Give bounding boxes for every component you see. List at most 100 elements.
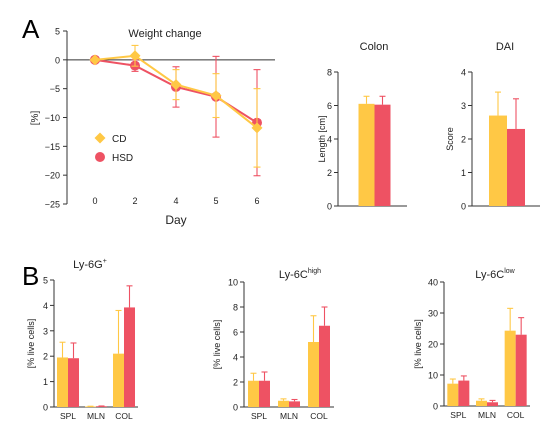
y-tick-label: 2	[233, 378, 238, 388]
x-tick-label: 2	[132, 196, 137, 206]
bar-group-spl	[447, 375, 470, 406]
y-tick-label: 6	[233, 328, 238, 338]
y-tick-label: 10	[228, 278, 238, 288]
y-tick-label: 4	[461, 68, 466, 78]
x-axis-label: Day	[165, 213, 186, 227]
bar-cd	[476, 400, 487, 406]
bar-cd	[278, 400, 289, 407]
bar-hsd	[374, 104, 391, 206]
x-tick-label: MLN	[280, 411, 298, 421]
colon-chart: Colon 0 2 4 6 8 Length [cm]	[317, 41, 407, 212]
bar-hsd	[319, 325, 330, 407]
bar-hsd	[487, 402, 498, 406]
y-tick-label: −15	[45, 142, 60, 152]
bar-group-spl	[57, 341, 79, 407]
bar-hsd	[289, 401, 300, 407]
y-tick-label: 0	[43, 403, 48, 413]
bar-cd	[358, 103, 375, 206]
legend-label-cd: CD	[112, 134, 126, 145]
y-tick-label: 0	[233, 403, 238, 413]
y-tick-label: 0	[55, 55, 60, 65]
dai-chart: DAI 0 1 2 3 4 Score	[445, 41, 540, 212]
y-tick-label: 6	[327, 101, 332, 111]
x-tick-label: MLN	[478, 410, 496, 420]
y-tick-label: 1	[461, 168, 466, 178]
chart-title: Ly-6Clow	[475, 268, 515, 281]
chart-title-main: Ly-6C	[475, 269, 504, 281]
y-tick-label: 8	[327, 68, 332, 78]
bar-cd	[113, 353, 124, 407]
chart-title-superscript: +	[103, 258, 107, 265]
bar-group-col	[308, 306, 330, 407]
y-tick-label: 2	[461, 135, 466, 145]
y-tick-label: −5	[50, 84, 60, 94]
panel-letter-b: B	[22, 261, 39, 291]
bar-hsd	[124, 307, 135, 407]
y-tick-label: 10	[428, 371, 438, 381]
x-tick-label: 6	[254, 196, 259, 206]
bar-hsd	[96, 406, 107, 407]
y-tick-label: −10	[45, 113, 60, 123]
bar-hsd	[507, 128, 525, 206]
panel-letter-a: A	[22, 14, 40, 44]
y-tick-label: 8	[233, 303, 238, 313]
y-tick-label: 30	[428, 309, 438, 319]
bar-cd	[85, 406, 96, 408]
y-tick-label: 3	[461, 101, 466, 111]
bar-group-mln	[476, 398, 498, 406]
y-axis-label: [% live cells]	[413, 319, 423, 369]
bar-cd	[57, 357, 68, 407]
bar-hsd	[68, 358, 79, 407]
legend: CD HSD	[94, 132, 133, 164]
legend-marker-hsd	[95, 152, 105, 162]
bar-group-mln	[278, 398, 300, 407]
x-tick-label: SPL	[60, 411, 76, 421]
y-tick-label: 20	[428, 340, 438, 350]
y-tick-label: 4	[327, 135, 332, 145]
bar-group	[358, 95, 391, 206]
chart-title: DAI	[496, 41, 514, 53]
y-tick-label: 0	[461, 202, 466, 212]
y-tick-label: 2	[43, 352, 48, 362]
chart-title-superscript: high	[308, 268, 321, 275]
data-point	[170, 79, 182, 91]
bar-group-col	[504, 307, 527, 406]
x-tick-label: 5	[213, 196, 218, 206]
y-tick-label: 5	[55, 27, 60, 37]
y-tick-label: 0	[433, 402, 438, 412]
bar-hsd	[458, 380, 470, 406]
legend-label-hsd: HSD	[112, 153, 133, 164]
y-axis-label: Length [cm]	[317, 115, 327, 162]
y-axis-label: [%]	[30, 111, 41, 126]
y-tick-label: 5	[43, 276, 48, 286]
y-axis-label: [% live cells]	[212, 320, 222, 370]
x-tick-label: 4	[173, 196, 178, 206]
bar-cd	[248, 380, 259, 407]
chart-title: Ly-6G+	[73, 258, 107, 271]
x-tick-label: MLN	[87, 411, 105, 421]
y-tick-label: 1	[43, 377, 48, 387]
x-tick-label: COL	[115, 411, 133, 421]
y-tick-label: −20	[45, 171, 60, 181]
data-point	[129, 50, 141, 62]
bar-cd	[504, 330, 516, 406]
chart-title: Colon	[360, 41, 389, 53]
y-tick-label: 4	[233, 353, 238, 363]
charts-layer: Weight change 5 0 −5 −10 −15 −20 −25 0 2 4 5 6 Day [%]…	[26, 27, 540, 421]
chart-title-main: Ly-6G	[73, 259, 103, 271]
chart-title: Ly-6Chigh	[279, 268, 321, 281]
y-axis-label: Score	[445, 127, 455, 151]
x-tick-label: 0	[92, 196, 97, 206]
bar-cd	[308, 342, 319, 407]
weight-change-chart: Weight change 5 0 −5 −10 −15 −20 −25 0 2 4 5 6 Day [%]…	[30, 27, 275, 227]
bar-cd	[447, 383, 459, 406]
y-tick-label: 40	[428, 278, 438, 288]
chart-title-superscript: low	[504, 268, 515, 275]
chart-title: Weight change	[128, 28, 201, 40]
data-point	[89, 54, 101, 66]
y-axis-label: [% live cells]	[26, 319, 36, 369]
legend-marker-cd	[94, 132, 106, 144]
data-point	[251, 122, 263, 134]
